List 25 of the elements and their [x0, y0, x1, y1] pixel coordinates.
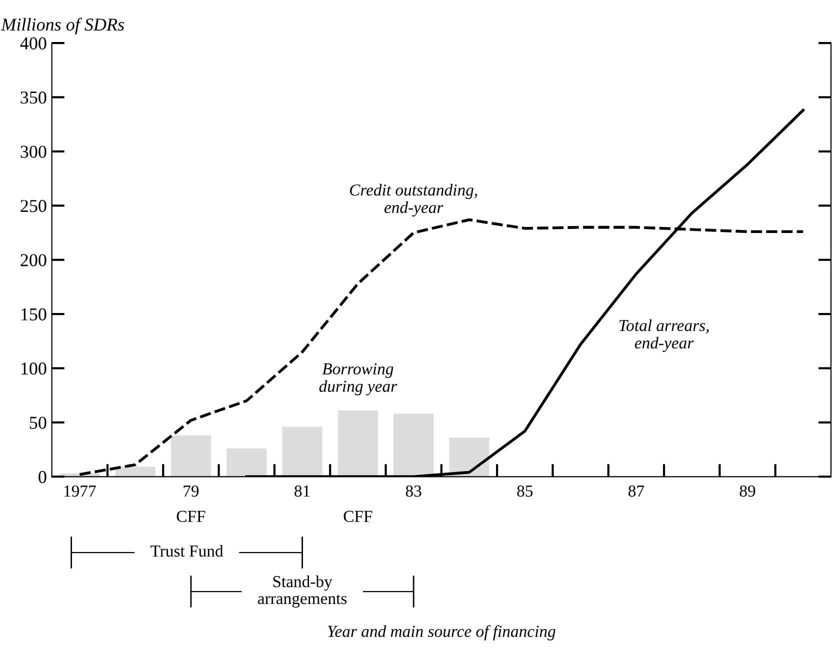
text: CFF	[344, 510, 372, 522]
y-tick-label: 50	[30, 416, 46, 429]
y-axis-title: Millions of SDRs	[0, 18, 124, 34]
x-tick-label: 79	[184, 486, 199, 497]
y-tick-label: 200	[20, 254, 46, 266]
x-tick-label: 1977	[64, 486, 96, 497]
text: CFF	[176, 510, 206, 522]
x-tick-label: 89	[740, 485, 756, 497]
text: Stand-by arrangements	[258, 576, 347, 608]
y-tick-label: 0	[38, 470, 46, 484]
y-tick-label: 400	[20, 37, 46, 50]
y-tick-label: 300	[20, 146, 46, 158]
x-tick-label: 87	[628, 485, 644, 497]
series-label: Borrowing during year	[319, 363, 398, 396]
x-tick-label: 83	[406, 485, 422, 497]
y-tick-label: 150	[21, 308, 46, 320]
y-tick-label: 100	[21, 362, 46, 375]
series-label: Credit outstanding, end-year	[350, 184, 478, 217]
x-tick-label: 85	[517, 485, 533, 497]
x-tick-label: 81	[294, 485, 310, 497]
text: Trust Fund	[150, 544, 224, 557]
text: Year and main source of financing	[328, 625, 556, 640]
series-label: Total arrears, end-year	[619, 319, 709, 352]
y-tick-label: 250	[20, 200, 46, 212]
y-tick-label: 350	[20, 91, 46, 104]
